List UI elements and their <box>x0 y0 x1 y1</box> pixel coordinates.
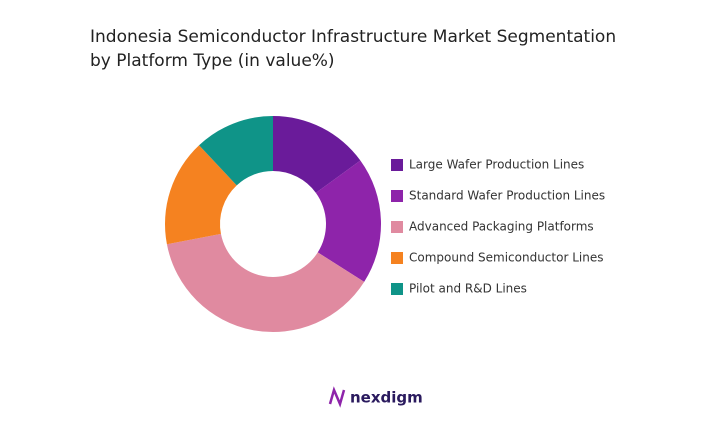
chart-subtitle: by Platform Type (in value%) <box>90 51 335 71</box>
legend-label: Pilot and R&D Lines <box>409 282 527 296</box>
legend-label: Standard Wafer Production Lines <box>409 189 605 203</box>
donut-slice <box>273 116 361 193</box>
donut-slice <box>166 233 365 332</box>
legend-label: Large Wafer Production Lines <box>409 158 584 172</box>
donut-slice <box>315 160 381 282</box>
legend-label: Advanced Packaging Platforms <box>409 220 594 234</box>
donut <box>165 116 381 332</box>
logo-text: nexdigm <box>350 389 423 407</box>
donut-slice <box>165 145 237 245</box>
donut-slice <box>199 116 273 186</box>
legend-swatch <box>391 190 403 202</box>
legend-swatch <box>391 283 403 295</box>
logo-icon <box>328 386 346 408</box>
legend-swatch <box>391 221 403 233</box>
legend-label: Compound Semiconductor Lines <box>409 251 603 265</box>
legend-swatch <box>391 252 403 264</box>
legend: Large Wafer Production Lines Standard Waf… <box>391 158 605 296</box>
legend-swatch <box>391 159 403 171</box>
chart-title: Indonesia Semiconductor Infrastructure M… <box>90 27 616 47</box>
